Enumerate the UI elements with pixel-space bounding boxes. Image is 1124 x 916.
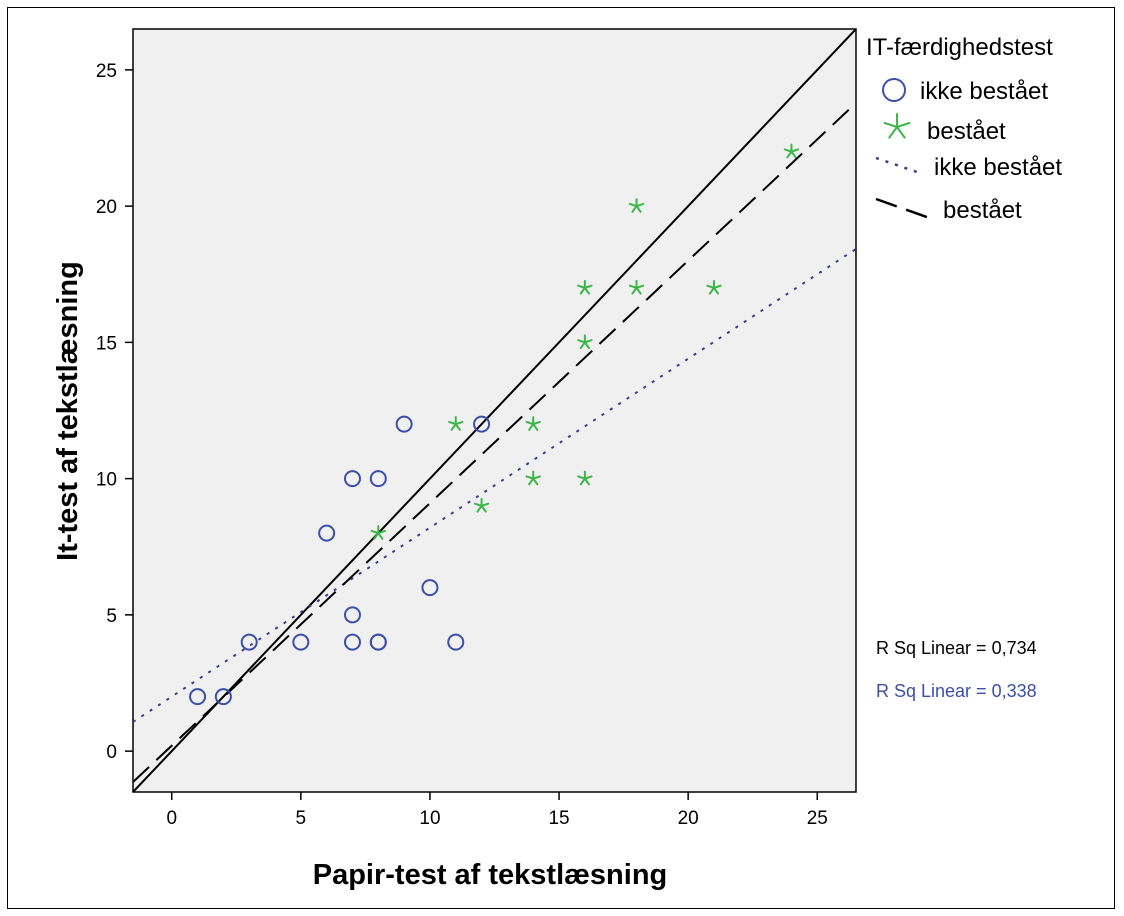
y-tick-label: 25	[96, 61, 117, 82]
data-point-circle	[421, 579, 439, 597]
data-point-circle	[395, 415, 413, 433]
data-point-star	[370, 525, 386, 540]
x-tick-label: 15	[548, 808, 569, 829]
x-tick-label: 10	[419, 808, 440, 829]
data-point-circle	[240, 633, 258, 651]
data-point-circle	[369, 633, 387, 651]
y-tick-label: 0	[106, 742, 117, 763]
legend-label-fit-ikke-bestaaet: ikke bestået	[934, 154, 1062, 181]
x-tick-label: 20	[678, 808, 699, 829]
data-point-circle	[343, 470, 361, 488]
data-point-circle	[343, 606, 361, 624]
legend-star-marker	[883, 113, 911, 139]
y-tick-label: 20	[96, 197, 117, 218]
y-tick-label: 15	[96, 333, 117, 354]
x-tick-label: 25	[807, 808, 828, 829]
data-point-star	[473, 497, 490, 513]
data-point-circle	[189, 688, 207, 706]
legend-dashed-line	[875, 197, 936, 222]
data-point-star	[628, 279, 645, 295]
legend-circle-marker	[882, 78, 906, 102]
data-point-star	[577, 470, 593, 486]
legend-label-fit-bestaaet: bestået	[943, 197, 1022, 224]
x-tick-label: 5	[296, 808, 307, 829]
figure-frame	[7, 7, 1115, 909]
data-point-star	[525, 416, 541, 431]
legend-label-ikke-bestaaet: ikke bestået	[920, 78, 1048, 105]
data-point-circle	[292, 633, 310, 651]
data-point-circle	[473, 415, 491, 433]
legend: IT-færdighedstest ikke bestået bestået i…	[866, 34, 1062, 224]
data-point-star	[706, 279, 722, 295]
data-point-star	[577, 334, 593, 350]
y-tick-label: 5	[106, 606, 117, 627]
data-point-star	[577, 279, 593, 295]
data-point-star	[628, 198, 645, 213]
data-point-circle	[369, 470, 387, 488]
reference-line	[133, 29, 856, 792]
legend-label-bestaaet: bestået	[927, 118, 1006, 145]
data-point-circle	[318, 524, 336, 542]
x-tick-label: 0	[166, 808, 177, 829]
legend-dotted-line	[875, 156, 918, 174]
data-point-star	[525, 470, 541, 486]
y-tick-label: 10	[96, 470, 117, 491]
x-axis-title: Papir-test af tekstlæsning	[313, 859, 668, 891]
data-point-star	[783, 143, 800, 159]
rsq-label-ikke-bestaaet: R Sq Linear = 0,338	[876, 681, 1037, 701]
data-point-circle	[214, 688, 232, 706]
data-point-star	[448, 416, 464, 431]
legend-star-glyph	[883, 113, 911, 139]
y-axis-title: It-test af tekstlæsning	[52, 261, 84, 561]
data-point-circle	[447, 633, 465, 651]
fit-line-bestaaet	[133, 102, 856, 783]
fit-line-ikke-bestaaet	[133, 248, 856, 723]
legend-title: IT-færdighedstest	[866, 34, 1053, 61]
data-point-circle	[343, 633, 361, 651]
rsq-label-bestaaet: R Sq Linear = 0,734	[876, 638, 1037, 658]
